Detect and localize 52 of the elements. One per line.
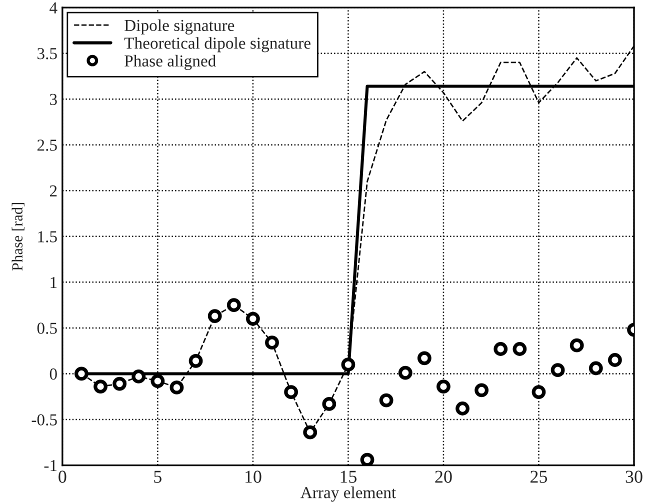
point <box>226 298 241 312</box>
x-tick-label: 30 <box>626 470 642 483</box>
y-tick-label: 0.5 <box>37 322 57 334</box>
point <box>398 366 412 380</box>
point <box>456 402 470 416</box>
y-tick-label: 1.5 <box>38 231 57 242</box>
y-tick-label: 2 <box>50 185 57 196</box>
point <box>512 342 527 356</box>
point <box>284 385 298 399</box>
point <box>265 336 279 350</box>
y-tick-label: 3 <box>50 94 57 106</box>
x-tick-label: 15 <box>340 470 357 483</box>
point <box>132 370 146 384</box>
point <box>588 361 603 376</box>
legend-label: Theoretical dipole signature <box>124 37 310 52</box>
x-tick-label: 10 <box>246 470 262 483</box>
point <box>474 383 489 398</box>
point <box>246 312 260 326</box>
x-tick-label: 25 <box>530 470 548 483</box>
point <box>417 351 432 366</box>
y-axis-title: Phase [rad] <box>12 202 24 271</box>
y-tick-label: 3.5 <box>38 48 57 60</box>
point <box>360 452 374 466</box>
point <box>379 393 394 408</box>
point <box>532 385 546 399</box>
y-tick-label: 4 <box>50 2 58 14</box>
y-tick-label: 1 <box>50 276 57 288</box>
point <box>188 354 203 368</box>
point <box>170 380 184 394</box>
point <box>303 425 318 440</box>
point <box>150 374 165 388</box>
x-tick-label: 0 <box>58 470 66 483</box>
point <box>322 396 336 411</box>
point <box>494 342 508 356</box>
point <box>436 380 450 394</box>
y-tick-label: 2.5 <box>37 140 57 151</box>
x-tick-label: 5 <box>154 470 162 483</box>
y-tick-label: 0 <box>50 368 57 380</box>
point <box>550 363 565 378</box>
legend-label: Dipole signature <box>124 19 234 34</box>
point <box>341 358 356 372</box>
y-tick-label: -0.5 <box>32 414 57 426</box>
point <box>74 366 88 381</box>
point <box>570 338 584 352</box>
point <box>208 309 222 324</box>
x-tick-label: 20 <box>435 470 452 483</box>
point <box>112 376 127 391</box>
point <box>608 353 622 367</box>
x-axis-title: Array element <box>300 486 396 502</box>
legend-label: Phase aligned <box>124 54 216 70</box>
point <box>94 380 108 394</box>
y-tick-label: -1 <box>44 460 57 472</box>
